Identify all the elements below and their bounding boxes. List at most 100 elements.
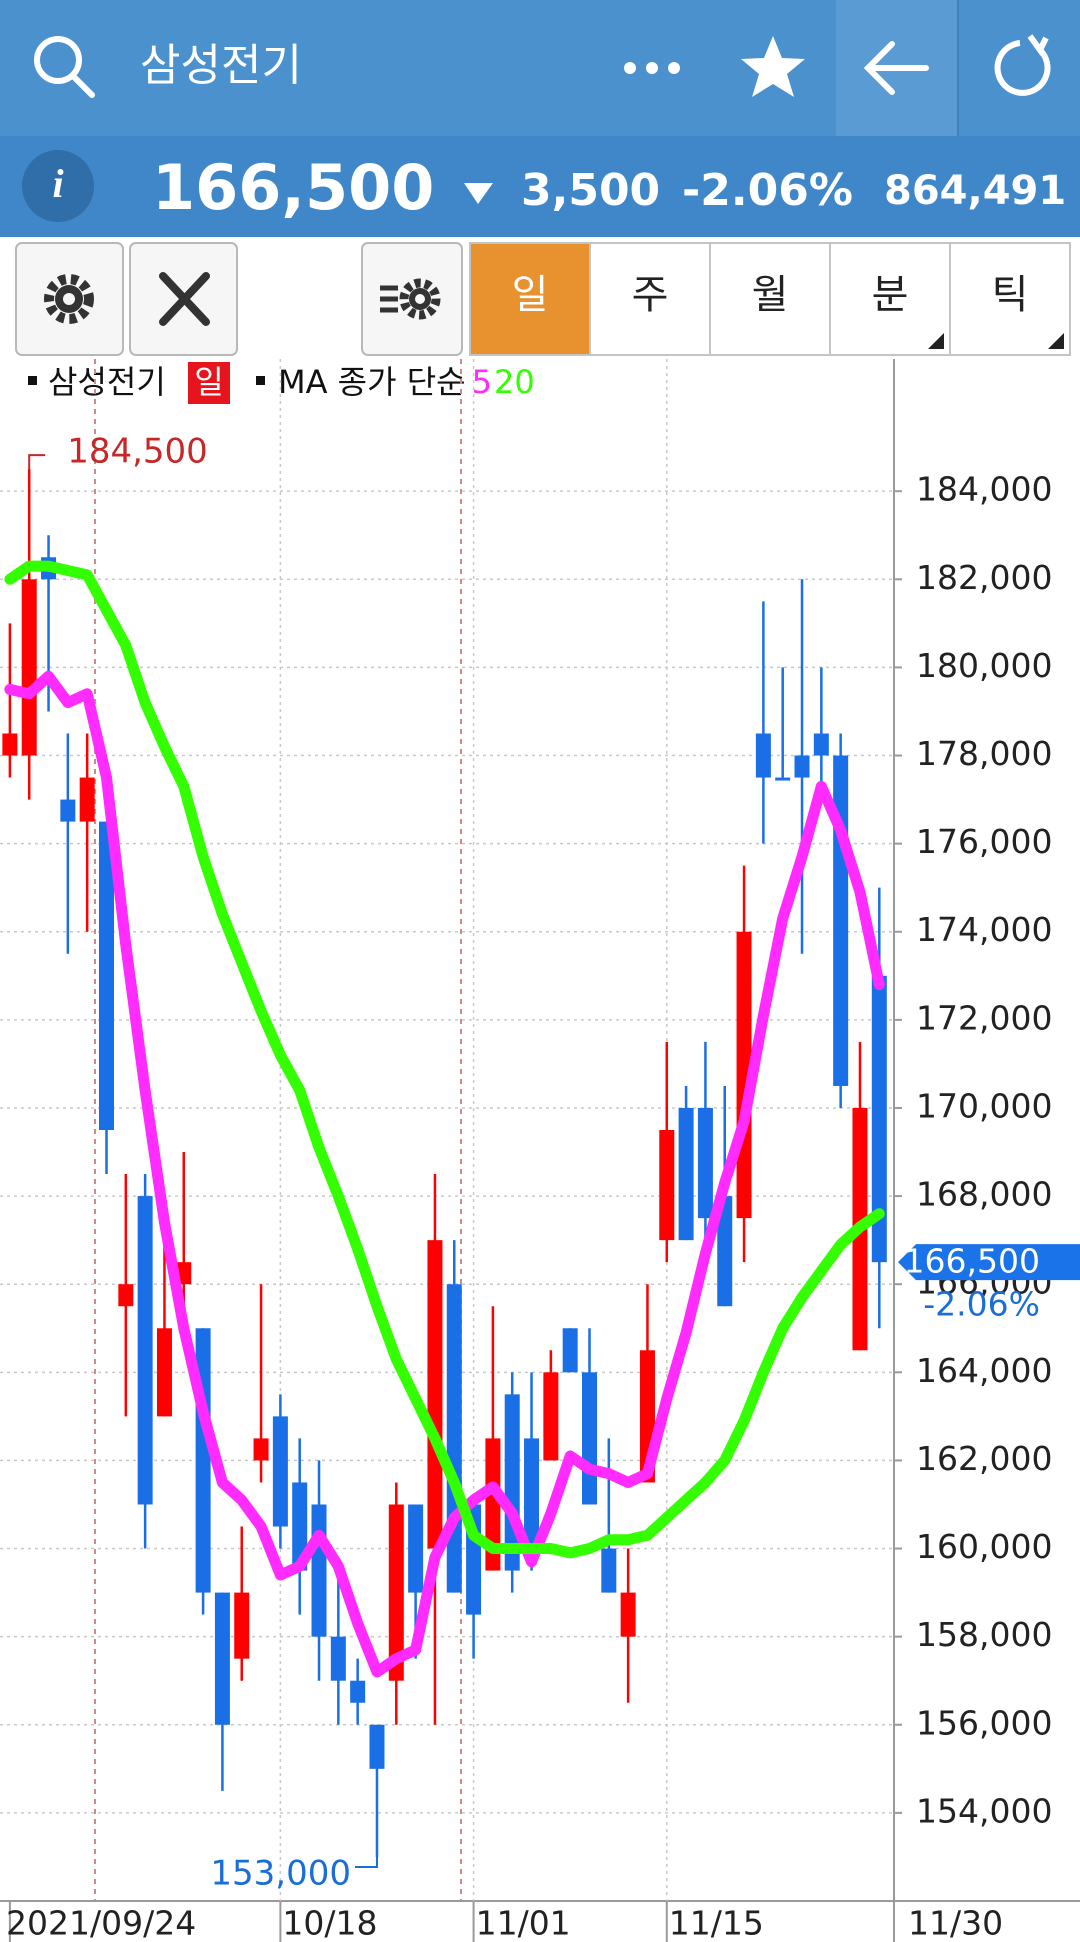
stock-title: 삼성전기 bbox=[140, 40, 302, 91]
legend-period-box bbox=[188, 362, 230, 404]
ma-line bbox=[4, 560, 885, 1559]
price-tag bbox=[898, 1244, 1080, 1281]
info-button[interactable] bbox=[22, 150, 94, 222]
candle-body bbox=[717, 1196, 733, 1307]
price-tag-label: 166,500 bbox=[904, 1242, 1040, 1281]
candle-body bbox=[620, 1592, 636, 1637]
y-tick-label: 162,000 bbox=[916, 1439, 1052, 1478]
candle-body bbox=[214, 1592, 230, 1725]
down-arrow bbox=[464, 183, 493, 204]
annotation-label: 184,500 bbox=[67, 432, 208, 472]
tab-corner bbox=[1048, 333, 1064, 349]
info-icon: i bbox=[52, 161, 63, 206]
tools-icon bbox=[159, 272, 210, 326]
period-tab[interactable] bbox=[829, 242, 951, 356]
candle-body bbox=[118, 1284, 134, 1307]
x-tick-label: 2021/09/24 bbox=[6, 1904, 196, 1942]
legend-entry: 5 bbox=[472, 363, 492, 401]
candle-body bbox=[292, 1482, 308, 1571]
candle-body bbox=[330, 1636, 346, 1681]
candle-body bbox=[427, 1240, 443, 1549]
candle-body bbox=[543, 1372, 559, 1461]
candle-body bbox=[369, 1724, 385, 1769]
y-tick-label: 170,000 bbox=[916, 1086, 1052, 1125]
legend-square bbox=[28, 376, 37, 385]
y-tick-label: 154,000 bbox=[916, 1791, 1052, 1830]
candle-body bbox=[21, 579, 37, 756]
back-icon[interactable] bbox=[863, 41, 929, 95]
candle-body bbox=[562, 1328, 578, 1373]
legend-indicator: MA 종가 단순 bbox=[278, 363, 466, 401]
period-tab-label: 분 bbox=[872, 272, 909, 318]
y-tick-label: 158,000 bbox=[916, 1615, 1052, 1654]
change-percent: -2.06% bbox=[682, 165, 853, 216]
candle-body bbox=[156, 1328, 172, 1417]
y-tick-label: 182,000 bbox=[916, 558, 1052, 597]
candle-body bbox=[871, 975, 887, 1263]
x-tick-label: 10/18 bbox=[282, 1904, 377, 1942]
candle-body bbox=[775, 777, 791, 781]
candle-body bbox=[2, 733, 18, 756]
candle-body bbox=[408, 1504, 424, 1593]
legend-entry: 20 bbox=[494, 363, 535, 401]
annotation-arrow bbox=[354, 1856, 378, 1868]
candle-body bbox=[659, 1130, 675, 1241]
candle-body bbox=[79, 777, 95, 822]
annotation-arrow bbox=[28, 454, 46, 470]
price: 166,500 bbox=[152, 151, 434, 224]
period-tab[interactable] bbox=[589, 242, 711, 356]
period-tab[interactable] bbox=[949, 242, 1071, 356]
period-tab-label: 주 bbox=[632, 272, 669, 318]
y-tick-label: 184,000 bbox=[916, 470, 1052, 509]
price-change: 3,500 bbox=[521, 165, 660, 216]
period-tab[interactable] bbox=[469, 242, 591, 356]
candle-body bbox=[311, 1504, 327, 1637]
y-tick-label: 176,000 bbox=[916, 822, 1052, 861]
period-tab-label: 월 bbox=[752, 272, 789, 318]
candle-body bbox=[253, 1438, 269, 1461]
x-tick-label: 11/15 bbox=[669, 1904, 764, 1942]
y-tick-label: 174,000 bbox=[916, 910, 1052, 949]
candle-body bbox=[524, 1438, 540, 1549]
y-tick-label: 164,000 bbox=[916, 1351, 1052, 1390]
plot: 154,000 156,000 158,000 160,000 162,000 164,0… bbox=[0, 359, 1080, 1942]
quote-bar bbox=[0, 136, 1080, 237]
candle-body bbox=[813, 733, 829, 756]
period-tab[interactable] bbox=[709, 242, 831, 356]
tab-corner bbox=[928, 333, 944, 349]
candle-body bbox=[99, 821, 114, 1130]
y-tick-label: 168,000 bbox=[916, 1175, 1052, 1214]
chart-settings-icon bbox=[380, 278, 441, 320]
more-icon[interactable] bbox=[624, 62, 680, 74]
candle-body bbox=[755, 733, 771, 778]
candle-body bbox=[234, 1592, 250, 1659]
candle-body bbox=[582, 1372, 597, 1505]
price-tag-change: -2.06% bbox=[923, 1285, 1040, 1324]
legend-square bbox=[256, 376, 265, 385]
candle-body bbox=[60, 799, 76, 822]
favorite-icon[interactable] bbox=[741, 36, 805, 97]
ma-line bbox=[4, 670, 885, 1678]
x-tick-label: 11/01 bbox=[476, 1904, 571, 1942]
annotation-label: 153,000 bbox=[210, 1853, 351, 1893]
period-tab-label: 틱 bbox=[992, 272, 1029, 318]
candle-body bbox=[137, 1196, 153, 1505]
y-tick-label: 156,000 bbox=[916, 1703, 1052, 1742]
y-tick-label: 172,000 bbox=[916, 998, 1052, 1037]
search-icon[interactable] bbox=[34, 36, 95, 98]
y-tick-label: 160,000 bbox=[916, 1527, 1052, 1566]
candle-body bbox=[388, 1504, 404, 1681]
legend-symbol: 삼성전기 bbox=[48, 363, 166, 401]
gear-icon bbox=[44, 274, 94, 324]
refresh-icon[interactable] bbox=[994, 34, 1051, 96]
period-tab-label: 일 bbox=[512, 272, 549, 318]
candle-body bbox=[697, 1107, 713, 1219]
candle-body bbox=[272, 1416, 288, 1527]
y-tick-label: 178,000 bbox=[916, 734, 1052, 773]
x-tick-label: 11/30 bbox=[908, 1904, 1003, 1942]
legend-period: 일 bbox=[194, 363, 223, 401]
y-tick-label: 180,000 bbox=[916, 646, 1052, 685]
candle-body bbox=[794, 755, 810, 778]
